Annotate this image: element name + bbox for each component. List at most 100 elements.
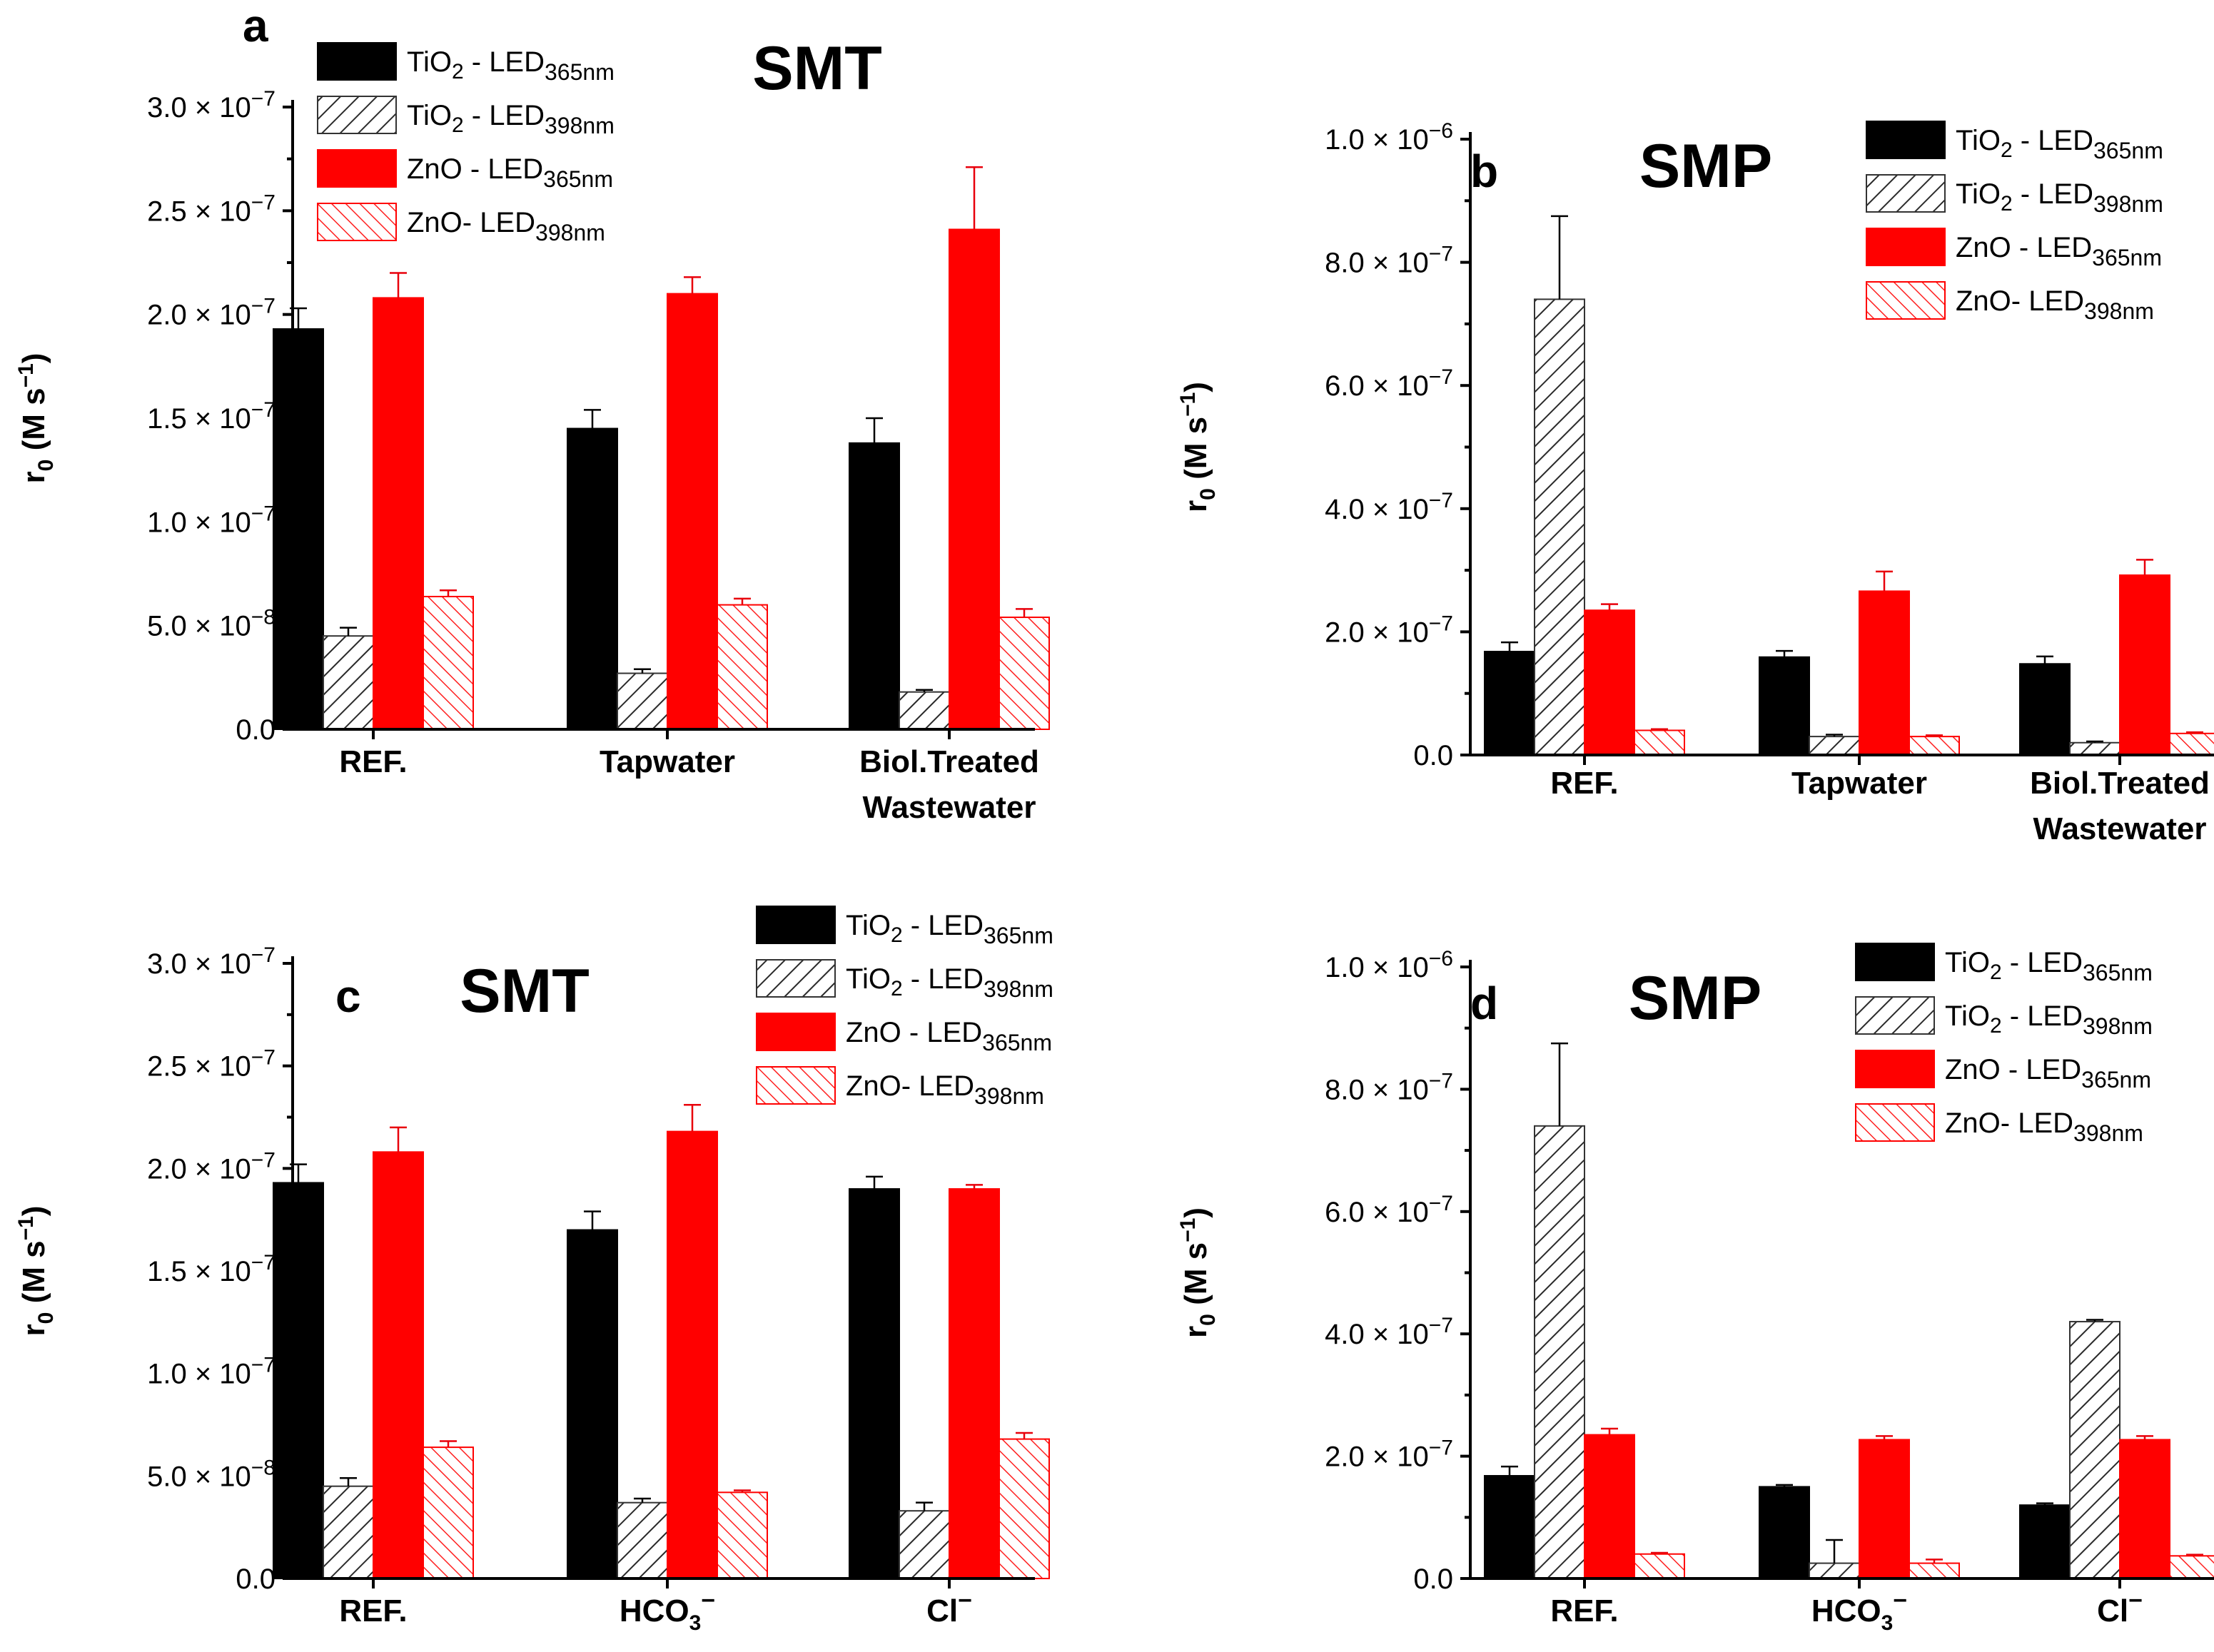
y-tick-label: 2.0 × 10−7 [147, 1148, 276, 1185]
bar-zno_398-2 [999, 1438, 1050, 1579]
bar-zno_398-0 [1634, 729, 1685, 756]
legend-label: TiO2 - LED398nm [407, 100, 615, 138]
y-tick-label: 1.0 × 10−7 [147, 1354, 276, 1390]
y-tick-label: 1.5 × 10−7 [147, 1251, 276, 1287]
y-tick-label: 0.0 [1413, 1564, 1453, 1595]
bar-zno_398-0 [423, 595, 474, 730]
bar-tio2_365-2 [849, 442, 900, 730]
y-tick-label: 0.0 [236, 1564, 276, 1595]
bar-zno_365-1 [667, 293, 718, 731]
y-tick-label: 4.0 × 10−7 [1325, 489, 1453, 525]
bar-zno_365-0 [1584, 609, 1635, 756]
x-tick-label: HCO3− [1811, 1587, 1907, 1635]
legend-label: ZnO - LED365nm [846, 1017, 1052, 1055]
legend-swatch-tio2_365 [756, 906, 836, 944]
bar-zno_365-1 [1859, 590, 1910, 756]
bar-zno_365-0 [373, 1151, 424, 1579]
x-tick-label: Wastewater [863, 790, 1036, 825]
x-tick-label: Cl− [926, 1587, 972, 1628]
bar-tio2_398-2 [2069, 1321, 2121, 1580]
y-tick-label: 4.0 × 10−7 [1325, 1314, 1453, 1350]
y-tick-label: 2.5 × 10−7 [147, 191, 276, 227]
bar-tio2_365-1 [567, 427, 618, 730]
legend-swatch-zno_398 [1866, 281, 1946, 320]
legend: TiO2 - LED365nm TiO2 - LED398nm ZnO - LED3… [756, 906, 1053, 1109]
bar-tio2_398-0 [1534, 298, 1585, 756]
bar-tio2_398-1 [1809, 736, 1860, 756]
x-tick-label: Biol.Treated [859, 744, 1039, 779]
legend-swatch-zno_365 [1866, 228, 1946, 266]
legend-label: ZnO - LED365nm [1956, 232, 2162, 270]
y-tick-label: 3.0 × 10−7 [147, 87, 276, 123]
y-axis-label: r0 (M s−1) [1176, 1207, 1220, 1338]
panel-letter: b [1470, 146, 1498, 197]
panel-c: c SMT 0.0 5.0 × 10−8 1.0 × 10−7 1.5 × 10−7 2.0… [14, 906, 1053, 1635]
bar-zno_398-2 [999, 617, 1050, 730]
bar-tio2_398-1 [617, 1501, 668, 1580]
y-tick-label: 0.0 [1413, 740, 1453, 771]
legend-swatch-zno_365 [1855, 1050, 1935, 1088]
bar-zno_365-2 [2119, 574, 2170, 756]
bar-zno_365-0 [1584, 1434, 1635, 1579]
panel-letter: c [335, 971, 361, 1022]
bar-tio2_398-2 [2069, 741, 2121, 756]
legend-swatch-tio2_365 [317, 42, 397, 81]
bar-tio2_365-2 [2019, 1504, 2071, 1579]
y-axis-label: r0 (M s−1) [14, 1206, 58, 1337]
chart-title: SMP [1629, 964, 1761, 1033]
panel-letter: d [1470, 978, 1498, 1029]
y-axis-label: r0 (M s−1) [1176, 382, 1220, 512]
panel-a: a SMT 0.0 5.0 × 10−8 1.0 × 10−7 1.5 × 10−7 2.0… [14, 0, 1050, 825]
y-tick-label: 1.0 × 10−6 [1325, 947, 1453, 983]
x-tick-label: Biol.Treated [2030, 766, 2210, 801]
legend-label: TiO2 - LED365nm [846, 910, 1053, 948]
bar-tio2_365-1 [567, 1229, 618, 1579]
bar-zno_365-1 [667, 1130, 718, 1579]
bar-tio2_398-2 [899, 691, 950, 730]
bar-tio2_398-1 [1809, 1562, 1860, 1579]
y-axis-label: r0 (M s−1) [14, 353, 58, 484]
legend-swatch-zno_398 [317, 203, 397, 241]
bar-tio2_398-1 [617, 672, 668, 731]
legend-label: TiO2 - LED398nm [1945, 1000, 2153, 1039]
x-tick-label: Wastewater [2033, 811, 2207, 846]
bar-zno_365-1 [1859, 1439, 1910, 1580]
bar-tio2_398-2 [899, 1510, 950, 1579]
chart-title: SMT [752, 34, 882, 103]
legend-label: TiO2 - LED365nm [1945, 947, 2153, 985]
bar-tio2_365-0 [273, 1182, 324, 1579]
bar-zno_365-2 [2119, 1439, 2170, 1580]
legend-swatch-zno_398 [1855, 1103, 1935, 1142]
bar-zno_398-1 [717, 604, 768, 730]
y-tick-label: 5.0 × 10−8 [147, 1456, 276, 1492]
legend-label: TiO2 - LED398nm [1956, 178, 2163, 217]
chart-title: SMT [460, 957, 590, 1025]
legend: TiO2 - LED365nm TiO2 - LED398nm ZnO - LED3… [317, 42, 615, 245]
legend-swatch-zno_365 [756, 1013, 836, 1051]
x-tick-label: REF. [339, 744, 407, 779]
legend-swatch-tio2_398 [317, 96, 397, 134]
legend-swatch-zno_398 [756, 1066, 836, 1105]
bar-tio2_365-0 [1484, 651, 1535, 756]
panel-d: d SMP 0.0 2.0 × 10−7 4.0 × 10−7 6.0 × 10−7 8.0… [1176, 943, 2214, 1635]
bar-zno_398-1 [1909, 1562, 1960, 1579]
legend: TiO2 - LED365nm TiO2 - LED398nm ZnO - LED3… [1855, 943, 2153, 1146]
chart-title: SMP [1639, 132, 1772, 201]
bar-zno_398-2 [2169, 1555, 2214, 1580]
bar-tio2_365-1 [1759, 656, 1810, 756]
bar-tio2_398-0 [1534, 1125, 1585, 1579]
y-tick-label: 0.0 [236, 714, 276, 746]
bar-zno_398-0 [1634, 1553, 1685, 1579]
legend-swatch-zno_365 [317, 149, 397, 188]
x-tick-label: HCO3− [620, 1587, 715, 1635]
legend-label: TiO2 - LED365nm [407, 46, 615, 85]
legend-swatch-tio2_365 [1855, 943, 1935, 981]
x-tick-label: REF. [1550, 766, 1618, 801]
y-tick-label: 5.0 × 10−8 [147, 606, 276, 642]
bar-zno_398-1 [1909, 736, 1960, 756]
bar-zno_398-1 [717, 1491, 768, 1580]
bar-zno_365-0 [373, 297, 424, 730]
y-tick-label: 6.0 × 10−7 [1325, 365, 1453, 402]
y-tick-label: 1.0 × 10−7 [147, 502, 276, 538]
